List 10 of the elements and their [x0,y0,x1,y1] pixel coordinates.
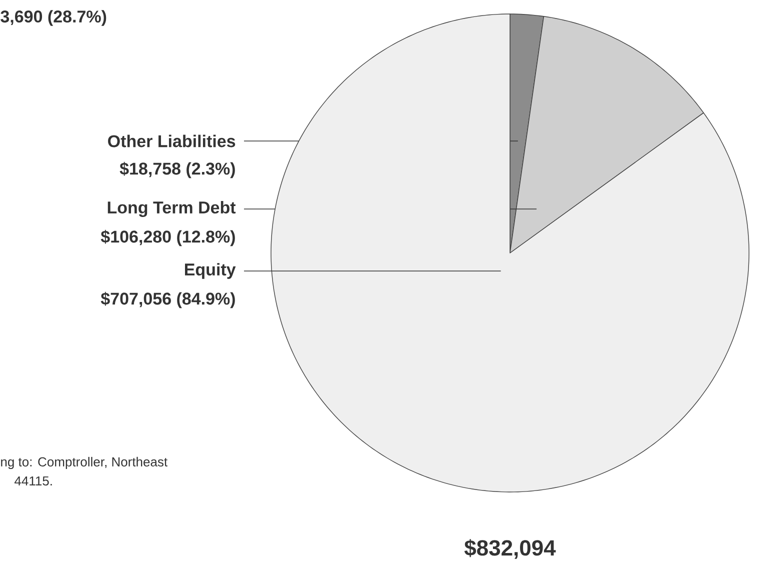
slice-label: Long Term Debt [108,201,236,217]
data-label: $18,758 (2.3%) [120,162,235,178]
slice-label: Other Liabilities [108,134,236,148]
text: ng to: Comptroller, Northeast [1,456,168,470]
data-label: $707,056 (84.9%) [100,292,235,308]
text: 3,690 (28.7%) [0,10,106,26]
text: $832,094 [464,539,556,559]
text: 44115. [14,476,52,486]
data-label: $106,280 (12.8%) [100,230,235,246]
slice-label: Equity [185,263,236,279]
